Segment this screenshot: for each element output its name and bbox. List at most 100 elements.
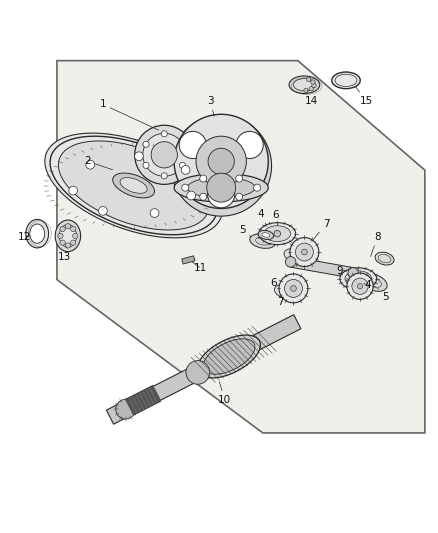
Circle shape — [60, 240, 65, 245]
Circle shape — [150, 208, 159, 217]
Circle shape — [200, 175, 207, 182]
Ellipse shape — [196, 136, 246, 187]
Circle shape — [290, 286, 297, 292]
Circle shape — [180, 141, 186, 147]
Polygon shape — [106, 314, 301, 424]
Text: 1: 1 — [99, 100, 159, 130]
Text: 6: 6 — [272, 210, 279, 225]
Circle shape — [143, 162, 149, 168]
Ellipse shape — [174, 173, 268, 202]
Circle shape — [180, 162, 186, 168]
Ellipse shape — [113, 173, 155, 198]
Circle shape — [71, 240, 76, 245]
Ellipse shape — [275, 285, 296, 298]
Ellipse shape — [355, 282, 371, 292]
Circle shape — [312, 83, 316, 88]
Circle shape — [311, 80, 315, 84]
Circle shape — [290, 238, 319, 266]
Circle shape — [143, 141, 149, 147]
Circle shape — [182, 184, 189, 191]
Ellipse shape — [236, 131, 263, 158]
Polygon shape — [57, 61, 425, 433]
Circle shape — [207, 173, 236, 202]
Ellipse shape — [375, 252, 394, 265]
Ellipse shape — [262, 233, 270, 237]
Circle shape — [254, 184, 261, 191]
Circle shape — [71, 227, 76, 232]
Ellipse shape — [58, 141, 209, 230]
Circle shape — [58, 233, 63, 238]
Polygon shape — [126, 385, 161, 415]
Circle shape — [181, 166, 190, 174]
Ellipse shape — [293, 78, 315, 91]
Ellipse shape — [345, 271, 371, 287]
Ellipse shape — [198, 335, 261, 378]
Circle shape — [304, 88, 308, 93]
Ellipse shape — [362, 274, 387, 292]
Ellipse shape — [286, 256, 296, 267]
Circle shape — [161, 131, 167, 137]
Circle shape — [355, 276, 362, 282]
Circle shape — [301, 249, 307, 255]
Text: 14: 14 — [304, 91, 318, 106]
Circle shape — [161, 173, 167, 179]
Circle shape — [347, 273, 373, 300]
Ellipse shape — [340, 268, 377, 290]
Circle shape — [296, 243, 313, 261]
Text: 15: 15 — [356, 87, 373, 106]
Circle shape — [65, 223, 71, 229]
Ellipse shape — [50, 136, 217, 235]
Circle shape — [279, 274, 308, 303]
Ellipse shape — [258, 230, 274, 239]
Ellipse shape — [264, 225, 290, 241]
Circle shape — [187, 191, 196, 200]
Circle shape — [274, 230, 281, 237]
Circle shape — [65, 243, 71, 248]
Circle shape — [307, 77, 311, 82]
Circle shape — [116, 399, 135, 419]
Ellipse shape — [179, 131, 206, 158]
Text: 4: 4 — [364, 280, 371, 290]
Circle shape — [86, 160, 95, 169]
Ellipse shape — [174, 114, 268, 208]
Ellipse shape — [135, 125, 194, 184]
Ellipse shape — [45, 133, 223, 238]
Text: 13: 13 — [58, 247, 71, 262]
Ellipse shape — [55, 220, 81, 252]
Text: 6: 6 — [270, 278, 283, 288]
Polygon shape — [290, 257, 354, 278]
Ellipse shape — [259, 223, 296, 245]
Ellipse shape — [26, 220, 49, 248]
Ellipse shape — [171, 115, 272, 216]
Circle shape — [99, 206, 107, 215]
Ellipse shape — [332, 72, 360, 88]
Text: 5: 5 — [378, 288, 389, 302]
Circle shape — [73, 233, 78, 238]
Ellipse shape — [208, 181, 235, 208]
Text: 10: 10 — [218, 382, 231, 405]
Ellipse shape — [359, 285, 367, 289]
Circle shape — [309, 86, 314, 91]
Text: 4: 4 — [257, 209, 267, 226]
Ellipse shape — [208, 148, 234, 174]
Circle shape — [151, 142, 177, 168]
Ellipse shape — [59, 224, 77, 247]
Circle shape — [357, 284, 363, 289]
Ellipse shape — [348, 268, 358, 278]
Text: 9: 9 — [336, 266, 348, 282]
Text: 7: 7 — [277, 295, 287, 308]
Text: 5: 5 — [239, 225, 251, 237]
Ellipse shape — [250, 234, 276, 248]
Circle shape — [200, 193, 207, 200]
Ellipse shape — [289, 76, 320, 93]
Ellipse shape — [187, 177, 255, 198]
Ellipse shape — [143, 133, 186, 176]
Circle shape — [69, 186, 78, 195]
Circle shape — [60, 227, 65, 232]
Text: 7: 7 — [312, 219, 330, 241]
Ellipse shape — [186, 361, 210, 384]
Text: 3: 3 — [207, 96, 214, 116]
Circle shape — [236, 193, 243, 200]
Ellipse shape — [120, 177, 147, 193]
Text: 12: 12 — [18, 232, 31, 242]
